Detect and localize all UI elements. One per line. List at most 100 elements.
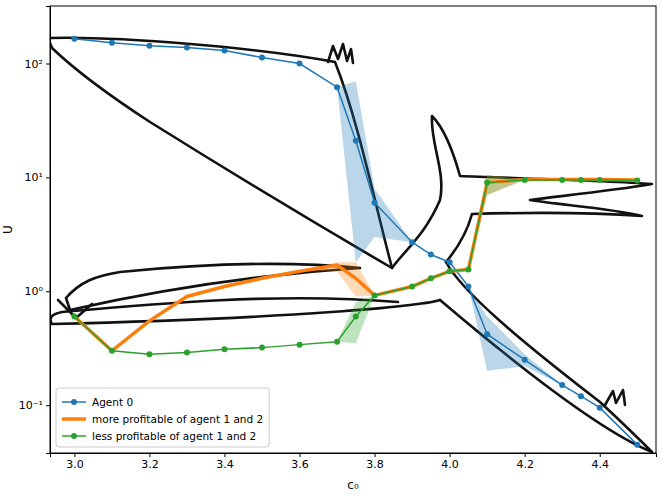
tick-mark (46, 405, 50, 406)
marker (465, 284, 471, 290)
tick-label: 3.6 (291, 458, 309, 471)
marker (221, 48, 227, 54)
tick-label: 4.4 (591, 458, 609, 471)
doodle (50, 38, 652, 452)
y-axis: 10⁻¹ 10⁰ 10¹ 10² (19, 7, 51, 454)
legend-label: more profitable of agent 1 and 2 (92, 413, 263, 425)
marker (184, 45, 190, 51)
marker (522, 357, 528, 363)
marker (259, 345, 265, 351)
marker (559, 382, 565, 388)
series-line (74, 179, 637, 350)
marker (447, 259, 453, 265)
marker (334, 339, 340, 345)
tick-label: 4.0 (441, 458, 459, 471)
doodle-stroke (440, 262, 652, 452)
tick: 10⁻¹ (19, 399, 50, 412)
marker (146, 351, 152, 357)
tick-label: 3.8 (366, 458, 384, 471)
marker (484, 331, 490, 337)
tick: 3.8 (366, 453, 384, 471)
tick-label: 10² (25, 58, 43, 71)
legend-marker (71, 399, 77, 405)
tick: 3.6 (291, 453, 309, 471)
x-axis: 3.0 3.2 3.4 3.6 3.8 4.0 4.2 4.4 (51, 453, 657, 471)
plot-area (71, 36, 640, 448)
axis-line (46, 7, 51, 454)
tick-mark (375, 453, 376, 457)
tick-mark (46, 64, 50, 65)
band (74, 175, 637, 354)
tick: 10¹ (25, 171, 50, 184)
doodle-stroke (50, 38, 392, 268)
marker (409, 239, 415, 245)
doodle-stroke (392, 116, 652, 268)
x-axis-title: c₀ (347, 478, 359, 492)
tick-label: 10⁰ (25, 285, 44, 298)
marker (71, 36, 77, 42)
marker (259, 54, 265, 60)
marker (409, 284, 415, 290)
tick-label: 4.2 (516, 458, 534, 471)
tick: 4.0 (441, 453, 459, 471)
series-line (74, 180, 637, 354)
legend-box (56, 388, 269, 447)
marker (71, 314, 77, 320)
marker (428, 252, 434, 258)
tick-label: 3.0 (66, 458, 84, 471)
tick-label: 3.2 (141, 458, 159, 471)
legend-marker (71, 433, 77, 439)
tick: 3.4 (216, 453, 234, 471)
marker (372, 200, 378, 206)
tick: 4.4 (591, 453, 609, 471)
marker (484, 180, 490, 186)
marker (465, 267, 471, 273)
tick-mark (149, 453, 150, 457)
tick-mark (450, 453, 451, 457)
tick: 10² (25, 58, 50, 71)
marker (578, 393, 584, 399)
marker (353, 314, 359, 320)
marker (297, 342, 303, 348)
tick: 4.2 (516, 453, 534, 471)
marker (297, 61, 303, 67)
tick: 3.0 (66, 453, 84, 471)
marker (109, 348, 115, 354)
legend-label: Agent 0 (92, 396, 133, 408)
marker (146, 43, 152, 49)
marker (559, 177, 565, 183)
chart: 3.0 3.2 3.4 3.6 3.8 4.0 4.2 4.4 10⁻¹ 10⁰ 10¹ 10² c₀ U… (0, 0, 662, 497)
marker (109, 40, 115, 46)
tick-label: 10¹ (25, 171, 43, 184)
marker (522, 177, 528, 183)
marker (578, 177, 584, 183)
marker (634, 442, 640, 448)
frame (50, 6, 656, 453)
marker (221, 346, 227, 352)
marker (334, 84, 340, 90)
marker (184, 349, 190, 355)
marker (597, 177, 603, 183)
marker (372, 292, 378, 298)
tick-mark (224, 453, 225, 457)
band (74, 39, 637, 445)
tick-mark (525, 453, 526, 457)
tick-mark (300, 453, 301, 457)
tick-mark (74, 453, 75, 457)
tick: 10⁰ (25, 285, 50, 298)
y-axis-title: U (1, 225, 15, 234)
marker (597, 405, 603, 411)
legend-swatch (62, 417, 86, 421)
axis-line (51, 454, 657, 458)
doodle-stroke (605, 390, 625, 405)
legend-label: less profitable of agent 1 and 2 (92, 430, 256, 442)
marker (634, 177, 640, 183)
marker (353, 138, 359, 144)
tick-label: 10⁻¹ (19, 399, 43, 412)
marker (447, 268, 453, 274)
legend: Agent 0 more profitable of agent 1 and 2 l… (56, 388, 269, 447)
marker (428, 275, 434, 281)
tick-mark (46, 177, 50, 178)
tick-mark (600, 453, 601, 457)
series-line (74, 39, 637, 445)
